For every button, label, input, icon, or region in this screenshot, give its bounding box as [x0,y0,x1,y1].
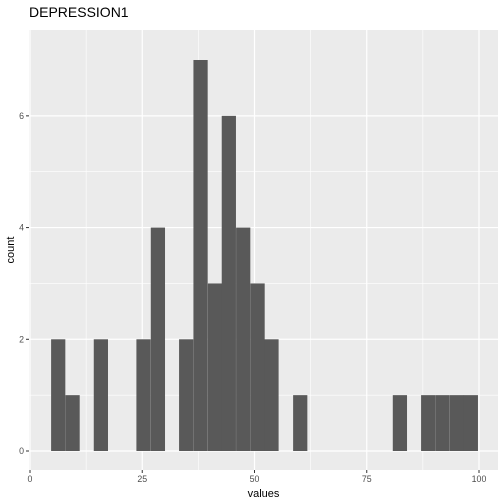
histogram-bar [236,227,251,451]
histogram-bar [193,60,208,451]
x-tick-label: 25 [137,474,147,484]
x-axis: 0 25 50 75 100 [28,470,487,484]
histogram-bar [421,395,436,451]
histogram-bar [65,395,80,451]
histogram-bar [463,395,478,451]
histogram-bar [93,339,108,451]
chart-title: DEPRESSION1 [29,4,129,20]
histogram-bar [136,339,151,451]
y-tick-label: 4 [19,223,24,233]
x-tick-label: 75 [362,474,372,484]
bars [51,60,478,451]
histogram-bar [392,395,408,451]
histogram-bar [51,339,66,451]
x-tick-label: 0 [28,474,33,484]
histogram-bar [449,395,465,451]
histogram-bar [150,227,166,451]
y-axis: 0 2 4 6 [19,111,29,456]
y-tick-label: 0 [19,446,24,456]
x-axis-label: values [248,488,280,500]
histogram-bar [293,395,308,451]
histogram-bar [250,283,265,451]
y-tick-label: 2 [19,334,24,344]
histogram-bar [207,283,223,451]
histogram-bar [264,339,279,451]
x-tick-label: 100 [472,474,487,484]
histogram-bar [179,339,194,451]
x-tick-label: 50 [250,474,260,484]
y-tick-label: 6 [19,111,24,121]
y-axis-label: count [5,237,17,264]
histogram-bar [435,395,450,451]
histogram-bar [221,115,236,451]
